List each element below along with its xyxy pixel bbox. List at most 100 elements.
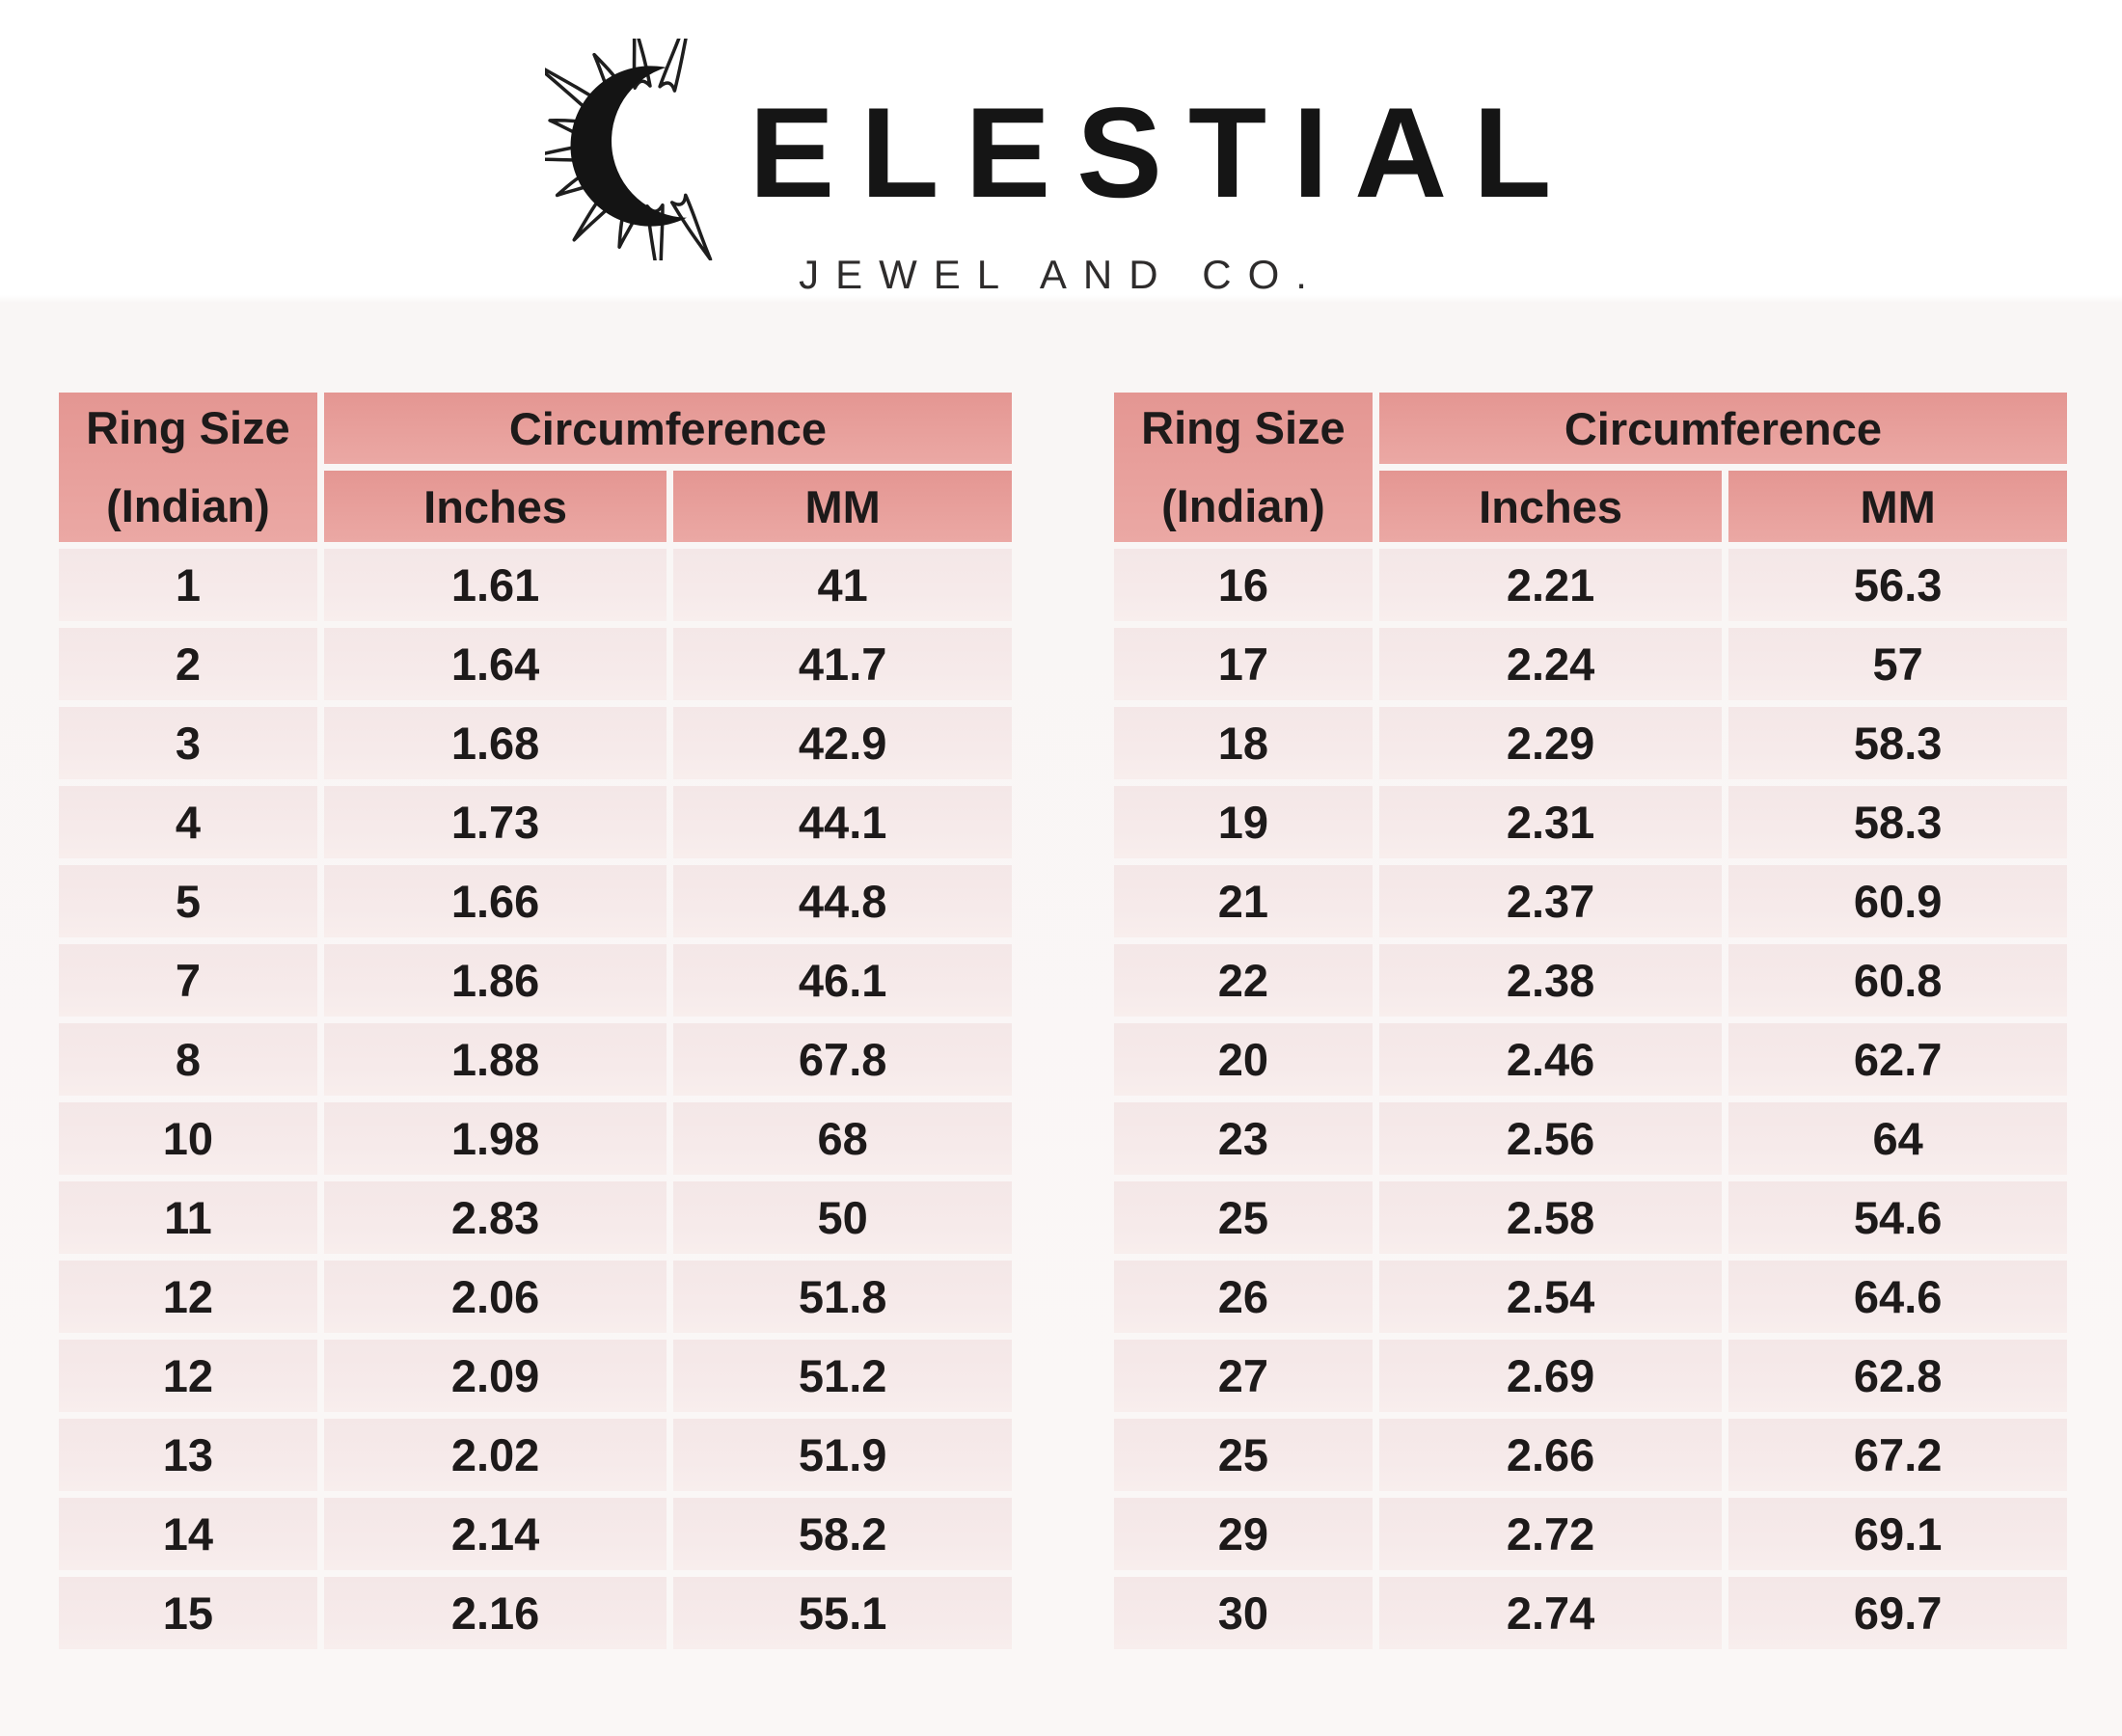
table-cell: 29 xyxy=(1114,1498,1373,1570)
header-row-group: Ring Size (Indian) Circumference xyxy=(59,393,1012,542)
table-cell: 1.66 xyxy=(323,865,667,937)
table-cell: 2.29 xyxy=(1378,707,1723,779)
table-cell: 60.9 xyxy=(1728,865,2067,937)
table-body: 1 1.61 41 2 1.64 41.7 3 1.68 42.9 4 1.73 44.1 5 1.66 4… xyxy=(59,549,1012,1649)
table-cell: 60.8 xyxy=(1728,944,2067,1017)
table-row: 18 2.29 58.3 xyxy=(1114,707,2067,779)
table-cell: 2.21 xyxy=(1378,549,1723,621)
brand-tagline: JEWEL AND CO. xyxy=(799,252,1323,297)
table-cell: 14 xyxy=(59,1498,317,1570)
table-cell: 4 xyxy=(59,786,317,858)
header-ring-size-line1: Ring Size xyxy=(1141,402,1346,453)
table-cell: 44.1 xyxy=(673,786,1012,858)
table-cell: 64.6 xyxy=(1728,1261,2067,1333)
table-row: 11 2.83 50 xyxy=(59,1181,1012,1254)
table-row: 23 2.56 64 xyxy=(1114,1102,2067,1175)
table-cell: 2.38 xyxy=(1378,944,1723,1017)
table-cell: 27 xyxy=(1114,1340,1373,1412)
table-cell: 3 xyxy=(59,707,317,779)
table-row: 8 1.88 67.8 xyxy=(59,1023,1012,1096)
table-cell: 2.83 xyxy=(323,1181,667,1254)
table-cell: 67.8 xyxy=(673,1023,1012,1096)
header-cell-circumference: Circumference xyxy=(1378,393,2067,464)
table-row: 30 2.74 69.7 xyxy=(1114,1577,2067,1649)
table-cell: 30 xyxy=(1114,1577,1373,1649)
table-cell: 67.2 xyxy=(1728,1419,2067,1491)
table-cell: 69.1 xyxy=(1728,1498,2067,1570)
header-cell-ring-size: Ring Size (Indian) xyxy=(59,393,317,542)
header-row-group: Ring Size (Indian) Circumference xyxy=(1114,393,2067,542)
table-row: 14 2.14 58.2 xyxy=(59,1498,1012,1570)
table-cell: 12 xyxy=(59,1261,317,1333)
table-cell: 2.16 xyxy=(323,1577,667,1649)
table-cell: 2 xyxy=(59,628,317,700)
brand-wordmark: ELESTIAL xyxy=(748,82,1578,225)
table-cell: 1.61 xyxy=(323,549,667,621)
table-cell: 1.86 xyxy=(323,944,667,1017)
table-cell: 46.1 xyxy=(673,944,1012,1017)
table-cell: 2.46 xyxy=(1378,1023,1723,1096)
table-cell: 56.3 xyxy=(1728,549,2067,621)
table-cell: 2.31 xyxy=(1378,786,1723,858)
table-cell: 68 xyxy=(673,1102,1012,1175)
table-cell: 1.64 xyxy=(323,628,667,700)
header-cell-inches: Inches xyxy=(323,471,667,542)
table-row: 10 1.98 68 xyxy=(59,1102,1012,1175)
table-cell: 51.8 xyxy=(673,1261,1012,1333)
table-cell: 23 xyxy=(1114,1102,1373,1175)
table-body: 16 2.21 56.3 17 2.24 57 18 2.29 58.3 19 2.31 58.3 21… xyxy=(1114,549,2067,1649)
header-cell-mm: MM xyxy=(1728,471,2067,542)
table-cell: 57 xyxy=(1728,628,2067,700)
header-cell-circumference: Circumference xyxy=(323,393,1012,464)
table-cell: 2.02 xyxy=(323,1419,667,1491)
header-row-units: Inches MM xyxy=(1114,471,2067,542)
table-cell: 2.24 xyxy=(1378,628,1723,700)
header-ring-size-line2: (Indian) xyxy=(1161,480,1325,531)
ring-size-table-right: Ring Size (Indian) Circumference Inches … xyxy=(1107,386,2074,1656)
table-row: 7 1.86 46.1 xyxy=(59,944,1012,1017)
table-cell: 25 xyxy=(1114,1181,1373,1254)
header-cell-inches: Inches xyxy=(1378,471,1723,542)
table-row: 2 1.64 41.7 xyxy=(59,628,1012,700)
table-cell: 1.88 xyxy=(323,1023,667,1096)
table-cell: 42.9 xyxy=(673,707,1012,779)
table-cell: 15 xyxy=(59,1577,317,1649)
table-row: 1 1.61 41 xyxy=(59,549,1012,621)
table-row: 25 2.58 54.6 xyxy=(1114,1181,2067,1254)
table-row: 13 2.02 51.9 xyxy=(59,1419,1012,1491)
table-cell: 41.7 xyxy=(673,628,1012,700)
table-row: 26 2.54 64.6 xyxy=(1114,1261,2067,1333)
table-cell: 2.14 xyxy=(323,1498,667,1570)
table-cell: 58.3 xyxy=(1728,786,2067,858)
table-cell: 12 xyxy=(59,1340,317,1412)
brand-header: ELESTIAL JEWEL AND CO. xyxy=(0,0,2122,298)
header-cell-mm: MM xyxy=(673,471,1012,542)
table-cell: 5 xyxy=(59,865,317,937)
table-cell: 10 xyxy=(59,1102,317,1175)
table-cell: 62.8 xyxy=(1728,1340,2067,1412)
table-cell: 2.56 xyxy=(1378,1102,1723,1175)
table-cell: 21 xyxy=(1114,865,1373,937)
table-cell: 58.2 xyxy=(673,1498,1012,1570)
header-row-units: Inches MM xyxy=(59,471,1012,542)
table-cell: 26 xyxy=(1114,1261,1373,1333)
table-cell: 2.74 xyxy=(1378,1577,1723,1649)
table-cell: 20 xyxy=(1114,1023,1373,1096)
header-ring-size-line2: (Indian) xyxy=(106,480,270,531)
table-cell: 19 xyxy=(1114,786,1373,858)
table-cell: 18 xyxy=(1114,707,1373,779)
table-row: 3 1.68 42.9 xyxy=(59,707,1012,779)
table-cell: 58.3 xyxy=(1728,707,2067,779)
table-row: 19 2.31 58.3 xyxy=(1114,786,2067,858)
table-cell: 7 xyxy=(59,944,317,1017)
table-row: 12 2.06 51.8 xyxy=(59,1261,1012,1333)
table-cell: 41 xyxy=(673,549,1012,621)
table-header: Ring Size (Indian) Circumference Inches … xyxy=(59,393,1012,542)
table-cell: 11 xyxy=(59,1181,317,1254)
table-cell: 1.98 xyxy=(323,1102,667,1175)
table-row: 5 1.66 44.8 xyxy=(59,865,1012,937)
table-cell: 1 xyxy=(59,549,317,621)
table-cell: 1.73 xyxy=(323,786,667,858)
table-cell: 2.37 xyxy=(1378,865,1723,937)
table-cell: 2.54 xyxy=(1378,1261,1723,1333)
